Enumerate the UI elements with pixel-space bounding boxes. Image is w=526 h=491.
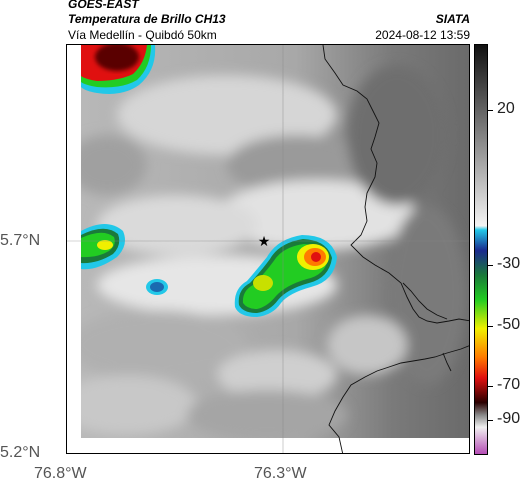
convective-cell-west <box>81 224 125 270</box>
satellite-map: ★ <box>66 44 470 454</box>
lon-label-76-3: 76.3°W <box>254 465 307 482</box>
convective-cell-central <box>234 235 337 317</box>
map-canvas: ★ <box>67 45 469 453</box>
colorbar-tick <box>488 420 493 421</box>
colorbar-label-minus30: -30 <box>497 255 521 272</box>
convective-cell-small <box>146 279 168 295</box>
convective-cell-northwest <box>81 45 156 94</box>
organization-label: SIATA <box>435 12 470 26</box>
grid-lines <box>67 45 469 453</box>
timestamp-label: 2024-08-12 13:59 <box>375 28 470 42</box>
colorbar-tick <box>488 265 493 266</box>
colorbar-tick <box>488 326 493 327</box>
colorbar-tick <box>488 386 493 387</box>
cloud-field <box>67 45 469 453</box>
title-satellite: GOES-EAST <box>68 0 139 11</box>
lat-label-5-2: 5.2°N <box>0 444 41 461</box>
colorbar-label-minus90: -90 <box>497 410 521 427</box>
title-product: Temperatura de Brillo CH13 <box>68 12 226 26</box>
colorbar <box>474 44 488 455</box>
borders <box>322 45 469 453</box>
colorbar-label-20: 20 <box>497 100 515 117</box>
colorbar-label-minus50: -50 <box>497 316 521 333</box>
colorbar-tick <box>488 110 493 111</box>
lat-label-5-7: 5.7°N <box>0 232 41 249</box>
lon-label-76-8: 76.8°W <box>34 465 87 482</box>
colorbar-label-minus70: -70 <box>497 376 521 393</box>
star-icon: ★ <box>258 233 271 249</box>
subtitle-region: Vía Medellín - Quibdó 50km <box>68 28 217 42</box>
